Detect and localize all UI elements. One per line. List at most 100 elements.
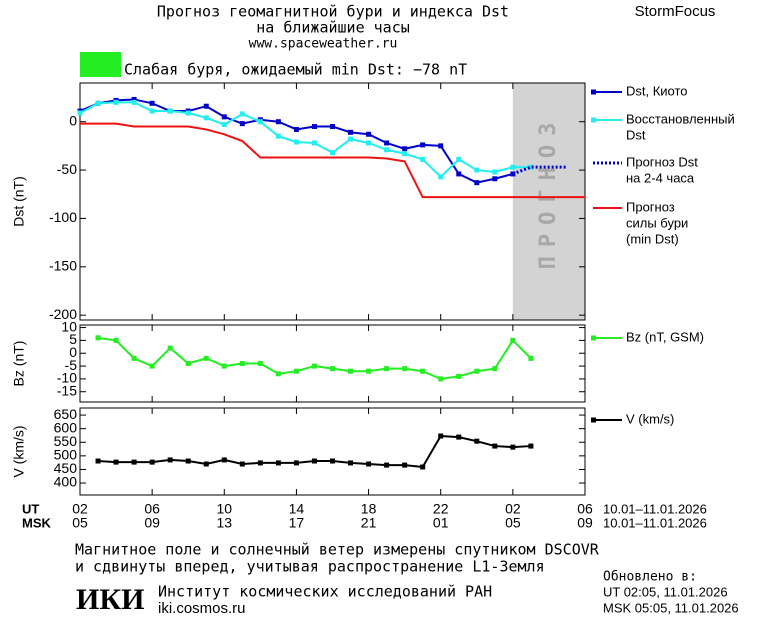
data-point — [131, 96, 137, 102]
data-point — [149, 459, 155, 465]
data-point — [348, 368, 354, 374]
data-point — [113, 99, 119, 105]
data-point — [528, 443, 534, 449]
data-point — [330, 150, 335, 156]
brand: StormFocus — [635, 3, 716, 20]
data-point — [348, 129, 354, 135]
status-text: Слабая буря, ожидаемый min Dst: −78 nT — [124, 61, 467, 79]
data-point — [131, 459, 137, 465]
data-point — [239, 361, 245, 366]
data-point — [438, 174, 444, 180]
data-point — [384, 147, 390, 153]
updated-label: Обновлено в: — [603, 570, 697, 585]
plot-frame — [79, 407, 586, 496]
y-tick-label: 650 — [54, 406, 78, 422]
data-point — [221, 363, 227, 369]
x-tick-label: 13 — [216, 515, 232, 531]
y-tick-label: -15 — [57, 382, 77, 398]
title: Прогноз геомагнитной бури и индекса Dst — [157, 3, 509, 21]
data-point — [330, 124, 335, 130]
data-point — [185, 361, 191, 366]
data-point — [330, 366, 335, 372]
data-point — [402, 151, 408, 157]
data-point — [239, 121, 245, 127]
data-point — [402, 462, 408, 468]
data-point — [474, 368, 480, 374]
status-indicator — [80, 52, 121, 77]
url: www.spaceweather.ru — [249, 37, 398, 52]
data-point — [167, 457, 173, 463]
data-point — [257, 361, 263, 366]
legend-label: Восстановленный — [626, 111, 735, 126]
data-point — [438, 376, 444, 382]
data-point — [384, 366, 390, 372]
forecast-label: ПРОГНОЗ — [536, 114, 561, 270]
data-point — [221, 114, 227, 120]
plot-frame — [79, 82, 586, 321]
data-point — [311, 124, 317, 130]
data-point — [492, 176, 498, 182]
x-tick-label: 09 — [144, 515, 160, 531]
legend-marker — [591, 89, 596, 95]
data-point — [275, 133, 281, 139]
data-point — [420, 156, 426, 162]
legend-marker — [591, 417, 596, 423]
data-point — [492, 366, 498, 372]
y-axis-label: V (km/s) — [11, 425, 27, 477]
footer-note: и сдвинуты вперед, учитывая распростране… — [75, 558, 545, 576]
y-tick-label: 500 — [54, 447, 78, 463]
updated-ut: UT 02:05, 11.01.2026 — [603, 584, 728, 599]
date-range: 10.01–11.01.2026 — [603, 515, 707, 530]
legend-label: Прогноз — [626, 199, 675, 214]
data-point — [366, 140, 372, 146]
legend-label: (min Dst) — [626, 231, 679, 246]
data-point — [95, 458, 101, 464]
series-line — [80, 122, 585, 199]
y-tick-label: -10 — [57, 370, 77, 386]
y-tick-label: 600 — [54, 419, 78, 435]
y-tick-label: 0 — [69, 112, 77, 128]
data-point — [113, 337, 119, 343]
plot-frame — [79, 324, 586, 403]
institute: Институт космических исследований РАН — [158, 583, 492, 601]
y-tick-label: 0 — [69, 344, 77, 360]
data-point — [95, 100, 101, 106]
data-point — [185, 110, 191, 116]
data-point — [293, 368, 299, 374]
x-tick-label: 18 — [361, 501, 377, 517]
data-point — [293, 460, 299, 466]
y-tick-label: 5 — [69, 331, 77, 347]
logo: ИКИ — [76, 583, 144, 616]
data-point — [456, 156, 462, 162]
data-point — [420, 368, 426, 374]
x-tick-label: 05 — [505, 515, 521, 531]
x-tick-label: 06 — [577, 501, 593, 517]
data-point — [456, 171, 462, 177]
data-point — [203, 115, 209, 121]
data-point — [528, 164, 534, 170]
data-point — [366, 461, 372, 467]
data-point — [221, 457, 227, 463]
data-point — [311, 363, 317, 369]
data-point — [149, 108, 155, 114]
data-point — [492, 443, 498, 449]
y-tick-label: 450 — [54, 460, 78, 476]
data-point — [510, 164, 516, 170]
data-point — [348, 460, 354, 466]
data-point — [275, 119, 281, 125]
legend-label: V (km/s) — [626, 411, 674, 426]
legend-marker — [591, 117, 596, 123]
data-point — [438, 433, 444, 439]
data-point — [348, 136, 354, 142]
y-tick-label: 400 — [54, 474, 78, 490]
y-tick-label: 10 — [61, 318, 77, 334]
data-point — [203, 355, 209, 361]
data-point — [311, 458, 317, 464]
legend-label: Dst, Киото — [626, 83, 688, 98]
time-row-label: UT — [22, 501, 39, 516]
data-point — [77, 110, 83, 116]
data-point — [456, 434, 462, 440]
data-point — [510, 337, 516, 343]
y-tick-label: -50 — [57, 161, 77, 177]
